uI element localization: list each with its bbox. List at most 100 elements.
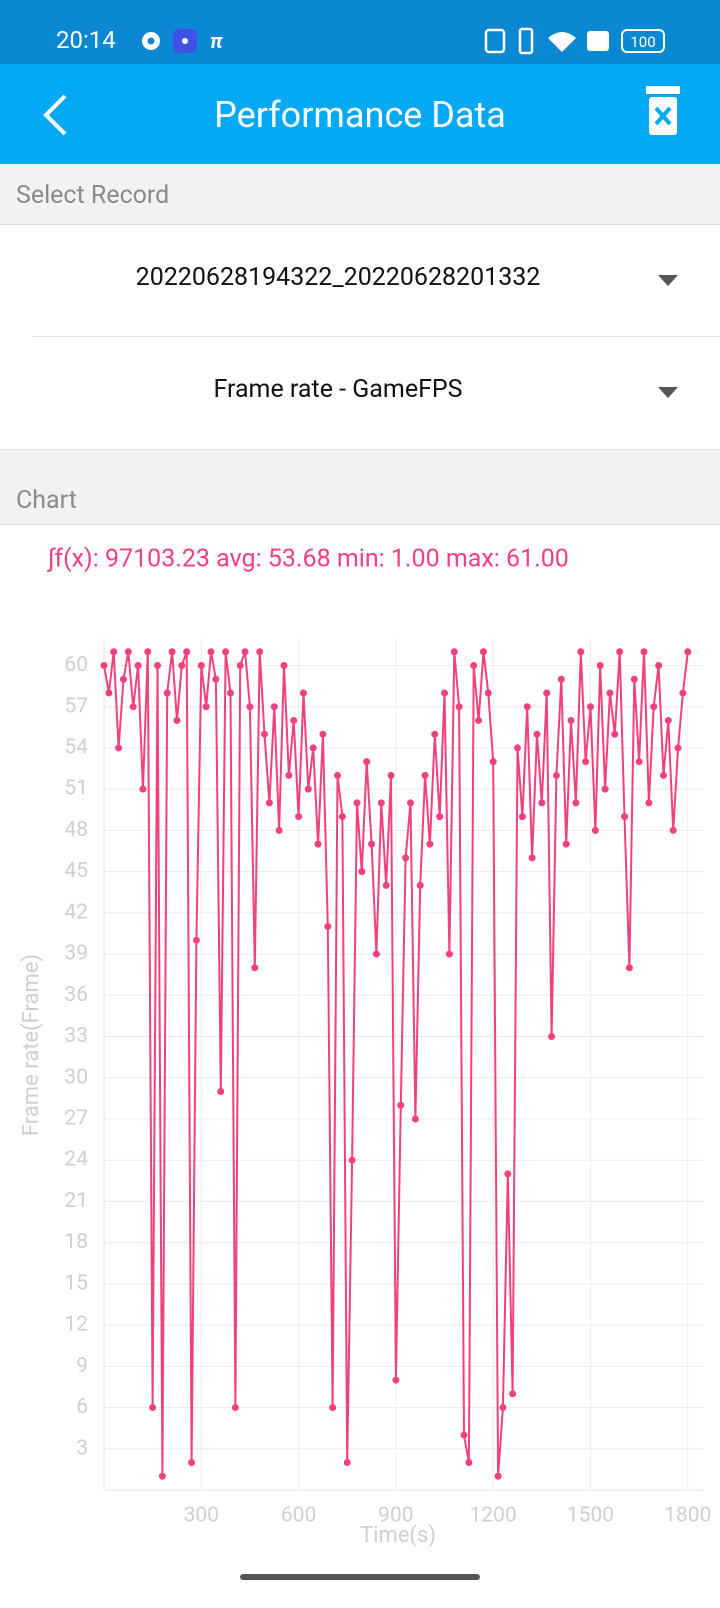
- data-point: [455, 703, 463, 711]
- data-point: [134, 661, 142, 669]
- data-point: [450, 648, 458, 656]
- data-point: [280, 661, 288, 669]
- data-point: [183, 648, 191, 656]
- data-point: [577, 648, 585, 656]
- x-axis-title: Time(s): [360, 1523, 436, 1548]
- data-point: [368, 840, 376, 848]
- data-point: [533, 730, 541, 738]
- y-tick-label: 51: [64, 777, 88, 801]
- data-point: [158, 1472, 166, 1480]
- data-point: [129, 703, 137, 711]
- data-point: [659, 771, 667, 779]
- data-point: [552, 771, 560, 779]
- app-bar: Performance Data: [0, 64, 720, 164]
- data-point: [236, 661, 244, 669]
- data-point: [557, 675, 565, 683]
- y-tick-label: 15: [64, 1271, 88, 1295]
- data-point: [616, 648, 624, 656]
- data-point: [679, 689, 687, 697]
- section-header: Select Record: [0, 164, 720, 225]
- record-dropdown[interactable]: 20220628194322_20220628201332: [0, 225, 720, 337]
- y-tick-label: 3: [76, 1436, 88, 1460]
- data-point: [100, 661, 108, 669]
- data-point: [319, 730, 327, 738]
- data-point: [426, 840, 434, 848]
- data-point: [523, 703, 531, 711]
- metric-dropdown[interactable]: Frame rate - GameFPS: [0, 337, 720, 449]
- data-point: [334, 771, 342, 779]
- data-point: [582, 758, 590, 766]
- data-point: [494, 1472, 502, 1480]
- y-tick-label: 57: [64, 694, 88, 718]
- data-point: [528, 854, 536, 862]
- y-tick-label: 9: [76, 1354, 88, 1378]
- data-point: [421, 771, 429, 779]
- data-point: [470, 661, 478, 669]
- data-point: [226, 689, 234, 697]
- data-point: [518, 813, 526, 821]
- sim-icon: [587, 31, 609, 51]
- section-header: Chart: [0, 449, 720, 525]
- data-point: [504, 1170, 512, 1178]
- data-point: [222, 648, 230, 656]
- page-title: Performance Data: [214, 94, 506, 136]
- divider: [32, 336, 720, 337]
- data-point: [299, 689, 307, 697]
- chart-stats: ∫f(x): 97103.23 avg: 53.68 min: 1.00 max…: [47, 545, 569, 574]
- y-tick-label: 30: [64, 1065, 88, 1089]
- data-point: [387, 771, 395, 779]
- section-title: Chart: [16, 486, 77, 515]
- data-point: [406, 799, 414, 807]
- data-point: [304, 785, 312, 793]
- wifi-icon: [548, 32, 576, 52]
- data-point: [635, 758, 643, 766]
- data-point: [460, 1431, 468, 1439]
- y-tick-label: 45: [64, 859, 88, 883]
- section-title: Select Record: [16, 181, 170, 210]
- data-point: [572, 799, 580, 807]
- nfc-icon: [484, 28, 506, 54]
- data-point: [601, 785, 609, 793]
- x-tick-label: 1800: [664, 1504, 711, 1528]
- data-point: [363, 758, 371, 766]
- data-point: [445, 950, 453, 958]
- dropdown-caret: [658, 387, 678, 398]
- data-point: [596, 661, 604, 669]
- app-bar-icons: [43, 86, 680, 136]
- data-point: [674, 744, 682, 752]
- data-point: [402, 854, 410, 862]
- data-point: [197, 661, 205, 669]
- data-point: [382, 881, 390, 889]
- data-point: [372, 950, 380, 958]
- data-point: [645, 799, 653, 807]
- data-point: [178, 661, 186, 669]
- data-point: [669, 826, 677, 834]
- data-point: [270, 703, 278, 711]
- data-point: [611, 730, 619, 738]
- data-point: [149, 1404, 157, 1412]
- data-point: [261, 730, 269, 738]
- data-point: [353, 799, 361, 807]
- vibrate-icon: [518, 27, 534, 55]
- data-point: [275, 826, 283, 834]
- battery-icon: [621, 29, 665, 53]
- data-point: [329, 1404, 337, 1412]
- data-point: [431, 730, 439, 738]
- data-point: [217, 1087, 225, 1095]
- data-point: [567, 716, 575, 724]
- data-point: [591, 826, 599, 834]
- chart: ∫f(x): 97103.23 avg: 53.68 min: 1.00 max…: [19, 545, 711, 1580]
- y-axis-title: Frame rate(Frame): [19, 954, 44, 1136]
- dropdown-value: Frame rate - GameFPS: [213, 375, 463, 404]
- back-button[interactable]: [43, 94, 67, 136]
- data-point: [348, 1156, 356, 1164]
- delete-button[interactable]: [646, 86, 680, 135]
- data-point: [441, 689, 449, 697]
- status-icons: π 100: [142, 27, 665, 55]
- data-point: [115, 744, 123, 752]
- dropdown-value: 20220628194322_20220628201332: [135, 263, 541, 292]
- data-point: [265, 799, 273, 807]
- data-point: [324, 923, 332, 931]
- status-bar: 20:14 π 100: [0, 0, 720, 64]
